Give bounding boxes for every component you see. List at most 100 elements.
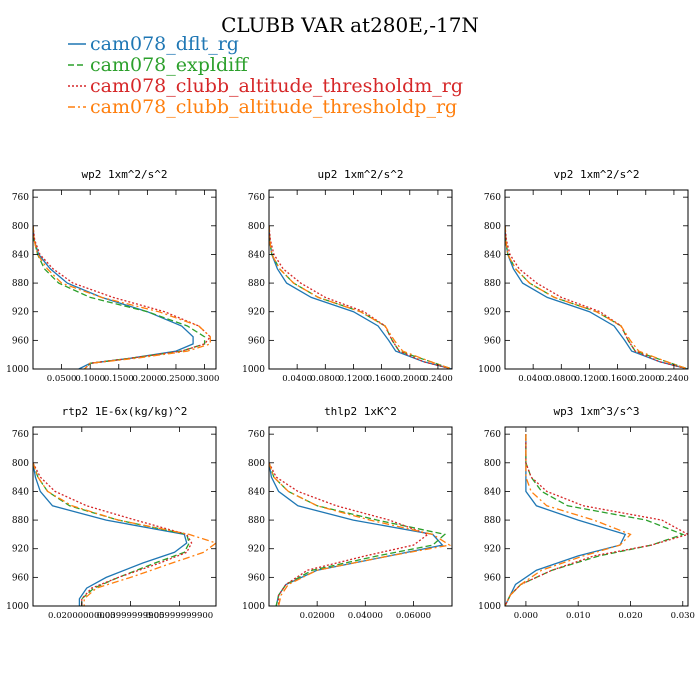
series-line xyxy=(33,462,188,606)
x-tick-label: 0.05999999900 xyxy=(146,611,214,621)
series-line xyxy=(505,225,688,369)
legend-entry: cam078_clubb_altitude_thresholdm_rg xyxy=(68,75,463,97)
plot-frame xyxy=(268,189,453,370)
y-tick-label: 760 xyxy=(248,193,265,203)
x-tick-label: 0.2500 xyxy=(161,374,191,384)
y-tick-label: 760 xyxy=(248,430,265,440)
legend-label: cam078_expldiff xyxy=(90,54,249,76)
y-tick-label: 920 xyxy=(248,308,265,318)
x-tick-label: 0.04000 xyxy=(348,611,383,621)
x-tick-label: 0.030 xyxy=(671,611,695,621)
chart-title: up2 1xm^2/s^2 xyxy=(317,168,403,181)
y-tick-label: 1000 xyxy=(242,365,265,375)
series-line xyxy=(269,225,452,369)
series-line xyxy=(269,225,452,369)
y-tick-label: 800 xyxy=(12,459,29,469)
y-tick-label: 1000 xyxy=(242,602,265,612)
y-tick-label: 880 xyxy=(484,279,501,289)
legend-label: cam078_clubb_altitude_thresholdm_rg xyxy=(90,75,463,97)
y-tick-label: 800 xyxy=(12,222,29,232)
y-tick-label: 840 xyxy=(484,250,501,260)
legend-entry: cam078_clubb_altitude_thresholdp_rg xyxy=(68,96,457,118)
x-tick-label: 0.0800 xyxy=(546,374,576,384)
chart-panel: thlp2 1xK^2 760 800 840 880 920 960 1000 0.02000… xyxy=(242,405,453,621)
x-tick-label: 0.0800 xyxy=(310,374,340,384)
y-tick-label: 960 xyxy=(484,573,501,583)
series-line xyxy=(505,225,688,369)
y-tick-label: 800 xyxy=(484,459,501,469)
chart-panel: wp2 1xm^2/s^2 760 800 840 880 920 960 1000 0.050… xyxy=(6,168,219,384)
y-tick-label: 1000 xyxy=(6,365,29,375)
plot-frame xyxy=(32,189,217,370)
y-tick-label: 920 xyxy=(484,308,501,318)
x-tick-label: 0.3000 xyxy=(190,374,220,384)
chart-panel: vp2 1xm^2/s^2 760 800 840 880 920 960 1000 0.040… xyxy=(478,168,689,384)
y-tick-label: 960 xyxy=(484,336,501,346)
plot-frame xyxy=(504,189,689,370)
x-tick-label: 0.2400 xyxy=(659,374,689,384)
chart-panel: wp3 1xm^3/s^3 760 800 840 880 920 960 1000 0.000… xyxy=(478,405,695,621)
series-line xyxy=(33,225,212,369)
x-tick-label: 0.010 xyxy=(566,611,590,621)
chart-title: vp2 1xm^2/s^2 xyxy=(553,168,639,181)
chart-title: rtp2 1E-6x(kg/kg)^2 xyxy=(62,405,188,418)
series-line xyxy=(505,225,688,369)
y-tick-label: 920 xyxy=(484,545,501,555)
series-line xyxy=(505,434,632,606)
panels: wp2 1xm^2/s^2 760 800 840 880 920 960 1000 0.050… xyxy=(6,168,695,621)
legend-label: cam078_clubb_altitude_thresholdp_rg xyxy=(90,96,457,118)
figure-title: CLUBB VAR at280E,-17N xyxy=(221,13,479,37)
y-tick-label: 840 xyxy=(484,487,501,497)
y-tick-label: 960 xyxy=(248,336,265,346)
series-line xyxy=(33,225,211,369)
y-tick-label: 1000 xyxy=(6,602,29,612)
chart-panel: rtp2 1E-6x(kg/kg)^2 760 800 840 880 920 960 100… xyxy=(6,405,217,621)
x-tick-label: 0.0400 xyxy=(282,374,312,384)
chart-title: wp3 1xm^3/s^3 xyxy=(553,405,639,418)
x-tick-label: 0.0400 xyxy=(518,374,548,384)
plot-frame xyxy=(32,426,217,607)
x-tick-label: 0.0500 xyxy=(47,374,77,384)
x-tick-label: 0.02000 xyxy=(300,611,335,621)
series-line xyxy=(33,462,193,606)
y-tick-label: 960 xyxy=(12,336,29,346)
legend-label: cam078_dflt_rg xyxy=(90,33,239,55)
y-tick-label: 920 xyxy=(12,308,29,318)
x-tick-label: 0.1200 xyxy=(575,374,605,384)
series-line xyxy=(505,434,685,606)
x-tick-label: 0.06000 xyxy=(396,611,431,621)
x-tick-label: 0.2000 xyxy=(631,374,661,384)
y-tick-label: 760 xyxy=(12,193,29,203)
y-tick-label: 880 xyxy=(248,279,265,289)
y-tick-label: 920 xyxy=(12,545,29,555)
y-tick-label: 920 xyxy=(248,545,265,555)
legend: cam078_dflt_rgcam078_expldiffcam078_club… xyxy=(68,33,463,118)
y-tick-label: 1000 xyxy=(478,365,501,375)
chart-title: thlp2 1xK^2 xyxy=(324,405,397,418)
y-tick-label: 840 xyxy=(12,250,29,260)
series-line xyxy=(269,462,452,606)
y-tick-label: 760 xyxy=(12,430,29,440)
y-tick-label: 960 xyxy=(248,573,265,583)
series-line xyxy=(269,462,430,606)
x-tick-label: 0.1200 xyxy=(339,374,369,384)
chart-title: wp2 1xm^2/s^2 xyxy=(81,168,167,181)
y-tick-label: 880 xyxy=(12,516,29,526)
x-tick-label: 0.2400 xyxy=(423,374,453,384)
y-tick-label: 800 xyxy=(248,222,265,232)
x-tick-label: 0.2000 xyxy=(395,374,425,384)
plot-frame xyxy=(504,426,689,607)
y-tick-label: 840 xyxy=(248,250,265,260)
y-tick-label: 1000 xyxy=(478,602,501,612)
x-tick-label: 0.020 xyxy=(618,611,642,621)
y-tick-label: 880 xyxy=(12,279,29,289)
y-tick-label: 800 xyxy=(248,459,265,469)
y-tick-label: 880 xyxy=(248,516,265,526)
series-line xyxy=(33,462,216,606)
x-tick-label: 0.1600 xyxy=(367,374,397,384)
x-tick-label: 0.000 xyxy=(514,611,538,621)
series-line xyxy=(505,434,627,606)
series-line xyxy=(33,225,206,369)
y-tick-label: 840 xyxy=(12,487,29,497)
